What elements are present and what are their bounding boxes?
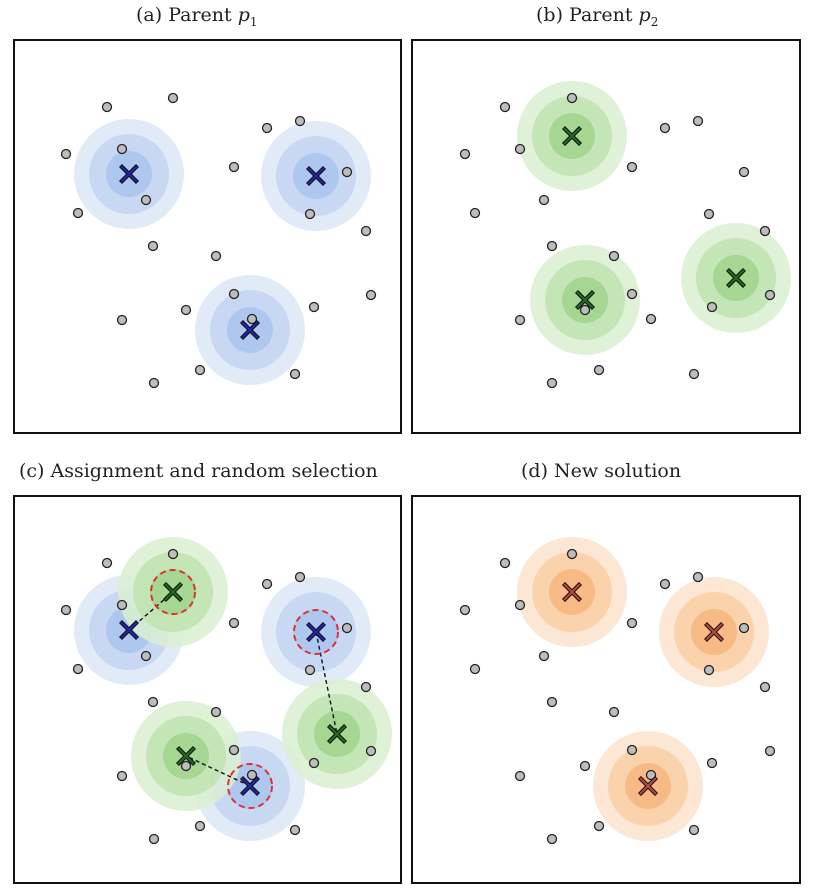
panel-d-title: (d) New solution <box>521 460 682 482</box>
panel-a-title-sub: 1 <box>249 14 258 29</box>
panel-d-frame <box>411 495 801 884</box>
panel-b-title-sub: 2 <box>650 14 659 29</box>
panel-c-title: (c) Assignment and random selection <box>19 460 378 482</box>
panel-a-title-var: p <box>237 4 250 26</box>
panel-b-title-var: p <box>638 4 651 26</box>
panel-a-title: (a) Parent p1 <box>136 4 258 29</box>
panel-a-title-text: (a) Parent <box>136 4 238 26</box>
panel-b-title: (b) Parent p2 <box>536 4 658 29</box>
panel-b-frame <box>411 39 801 434</box>
panel-b-title-text: (b) Parent <box>536 4 639 26</box>
panel-a-frame <box>13 39 402 434</box>
panel-c-frame <box>13 495 402 884</box>
